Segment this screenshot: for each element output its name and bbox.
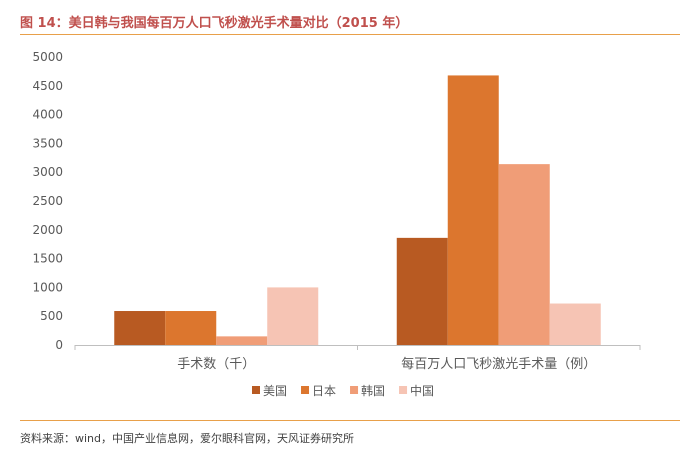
y-tick-label: 3500 (32, 136, 63, 150)
y-tick-label: 4000 (32, 108, 63, 122)
legend-label: 韩国 (361, 383, 385, 398)
bar-2-1 (165, 311, 217, 345)
title-divider (20, 34, 680, 35)
y-tick-label: 5000 (32, 50, 63, 64)
bar-4-1 (267, 287, 319, 345)
y-tick-label: 2000 (32, 223, 63, 237)
y-tick-label: 1000 (32, 280, 63, 294)
x-category-label: 每百万人口飞秒激光手术量（例） (401, 356, 596, 372)
y-tick-label: 2500 (32, 194, 63, 208)
legend-label: 中国 (410, 383, 434, 398)
legend-label: 美国 (263, 384, 287, 398)
bar-2-2 (447, 75, 499, 345)
legend-label: 日本 (312, 384, 336, 398)
legend-swatch (301, 386, 310, 394)
y-axis: 0 500 1000 1500 2000 2500 3000 3500 4000 4500 5000 (32, 50, 63, 352)
y-tick-label: 0 (55, 338, 63, 352)
bar-3-2 (498, 164, 550, 345)
y-tick-label: 500 (40, 309, 63, 323)
bar-4-2 (549, 303, 601, 345)
x-axis: 手术数（千） 每百万人口飞秒激光手术量（例） (74, 345, 641, 372)
legend-swatch (350, 386, 359, 394)
y-tick-label: 1500 (32, 252, 63, 266)
y-tick-label: 3000 (32, 165, 63, 179)
figure-title: 图 14：美日韩与我国每百万人口飞秒激光手术量对比（2015 年） (20, 16, 409, 31)
legend-swatch (399, 386, 408, 394)
source-divider (20, 420, 680, 421)
bars-group (114, 75, 601, 345)
legend: 美国 日本 韩国 中国 (252, 383, 434, 398)
bar-3-1 (216, 336, 268, 345)
bar-1-2 (396, 237, 448, 345)
y-tick-label: 4500 (32, 79, 63, 93)
bar-1-1 (114, 311, 166, 345)
x-category-label: 手术数（千） (177, 357, 255, 372)
bar-chart: 0 500 1000 1500 2000 2500 3000 3500 4000 4500 5000… (32, 50, 641, 398)
source-note: 资料来源：wind，中国产业信息网，爱尔眼科官网，天风证券研究所 (20, 432, 355, 445)
legend-swatch (252, 386, 260, 394)
